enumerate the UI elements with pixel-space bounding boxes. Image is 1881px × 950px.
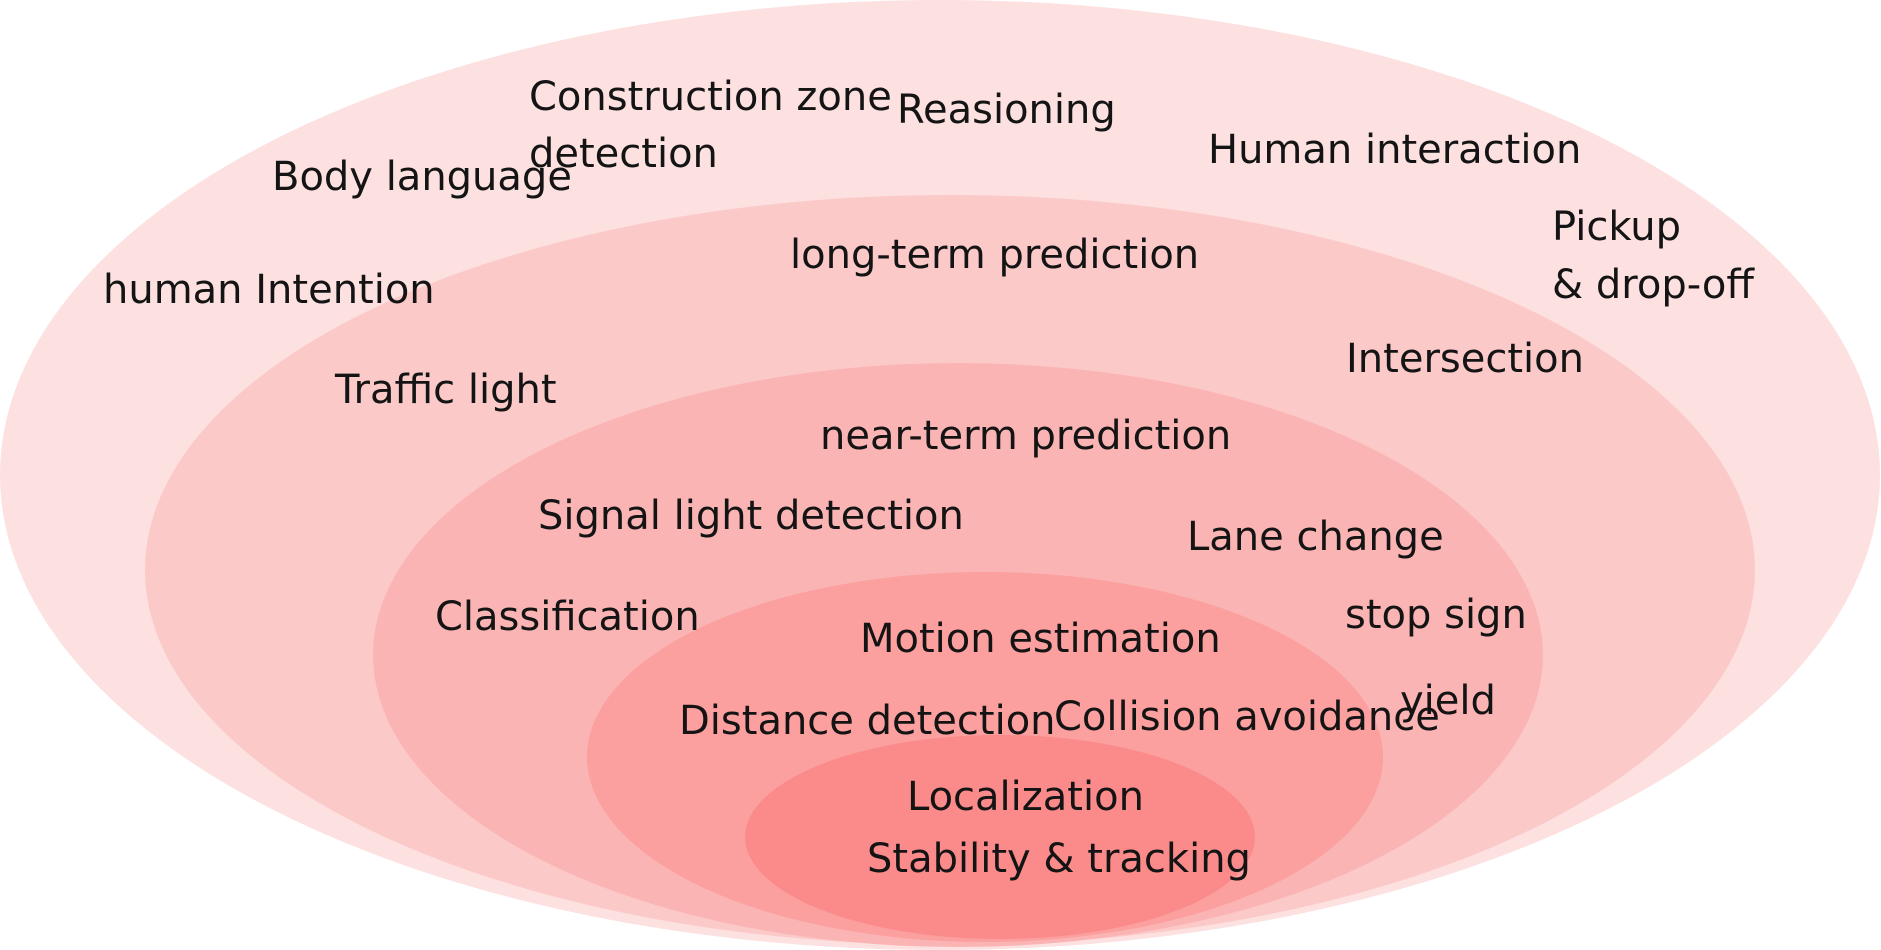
label-human-interaction: Human interaction: [1208, 127, 1581, 173]
label-near-term-prediction: near-term prediction: [820, 413, 1231, 459]
label-body-language: Body language: [272, 154, 572, 200]
label-signal-light-detection: Signal light detection: [538, 493, 964, 539]
label-classification: Classification: [435, 594, 700, 640]
label-localization: Localization: [907, 774, 1144, 820]
label-stability-tracking: Stability & tracking: [867, 836, 1251, 882]
label-intersection: Intersection: [1346, 336, 1584, 382]
label-human-intention: human Intention: [103, 267, 435, 313]
core-layer-ellipse: [745, 735, 1255, 939]
label-stop-sign: stop sign: [1345, 592, 1527, 638]
label-construction-zone-line1: Construction zone: [529, 74, 892, 120]
label-long-term-prediction: long-term prediction: [790, 232, 1199, 278]
label-pickup-line1: Pickup: [1552, 204, 1681, 250]
label-traffic-light: Traffic light: [334, 367, 557, 413]
label-motion-estimation: Motion estimation: [860, 616, 1221, 662]
label-collision-avoidance: Collision avoidance: [1054, 694, 1440, 740]
label-lane-change: Lane change: [1187, 514, 1444, 560]
label-construction-zone-line2: detection: [529, 131, 718, 177]
label-distance-detection: Distance detection: [679, 698, 1056, 744]
label-reasioning: Reasioning: [897, 87, 1116, 133]
label-yield: yield: [1400, 678, 1496, 724]
label-pickup-line2: & drop-off: [1552, 262, 1755, 308]
